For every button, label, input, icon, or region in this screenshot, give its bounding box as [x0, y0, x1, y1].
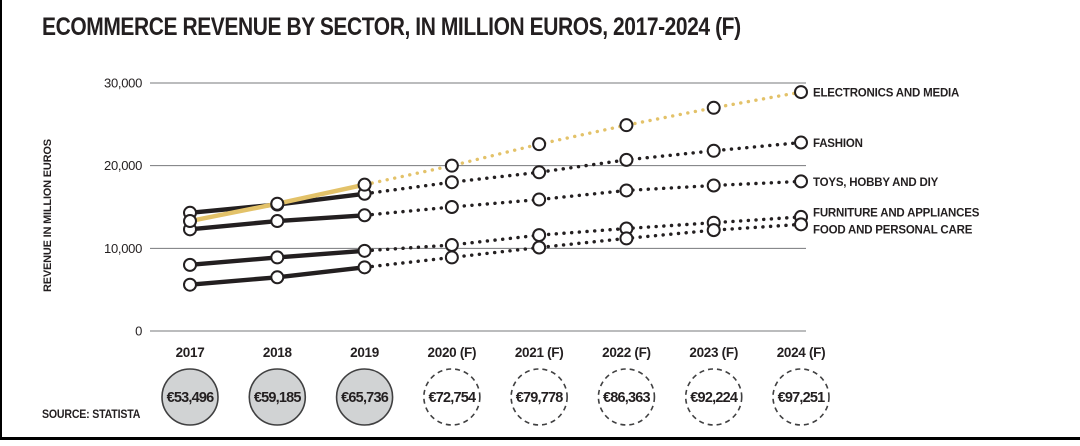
data-point-marker — [619, 231, 634, 246]
total-value-label: €86,363 — [603, 390, 651, 406]
data-point-marker — [270, 250, 285, 265]
total-circle-forecast — [772, 368, 830, 426]
year-label: 2019 — [350, 345, 379, 360]
series-line-forecast — [362, 222, 803, 270]
data-point-marker — [357, 208, 372, 223]
bottom-border-rule — [0, 437, 1080, 440]
data-point-marker — [794, 135, 808, 150]
source-note: SOURCE: STATISTA — [42, 409, 141, 421]
data-point-marker — [183, 277, 197, 292]
total-value-label: €92,224 — [690, 390, 738, 406]
total-circle-actual — [161, 368, 219, 426]
total-value-label: €53,496 — [167, 390, 215, 406]
data-point-marker — [444, 238, 459, 253]
y-tick-label: 30,000 — [104, 76, 142, 91]
data-point-marker — [444, 200, 459, 214]
year-label: 2021 (F) — [515, 345, 564, 360]
data-point-marker — [444, 250, 459, 265]
total-value-label: €97,251 — [778, 390, 826, 406]
data-point-marker — [357, 177, 372, 192]
data-point-marker — [444, 175, 459, 190]
data-point-marker — [794, 217, 808, 232]
total-circle-forecast — [423, 368, 481, 426]
year-label: 2022 (F) — [602, 345, 651, 360]
data-point-marker — [270, 214, 285, 229]
series-line-forecast — [362, 90, 803, 187]
total-value-label: €72,754 — [428, 390, 476, 406]
data-point-marker — [270, 196, 285, 211]
year-label: 2024 (F) — [777, 345, 826, 360]
y-tick-label: 0 — [135, 324, 142, 339]
y-tick-label: 20,000 — [104, 158, 142, 173]
series-line-forecast — [362, 140, 803, 196]
year-label: 2018 — [263, 345, 293, 360]
data-point-marker — [706, 143, 721, 158]
data-point-marker — [706, 178, 721, 193]
data-point-marker — [532, 137, 547, 152]
data-point-marker — [532, 165, 547, 180]
data-point-marker — [357, 243, 372, 258]
legend-label: TOYS, HOBBY AND DIY — [813, 177, 939, 189]
data-point-marker — [183, 257, 197, 272]
series-line-forecast — [362, 215, 803, 253]
total-circle-actual — [248, 368, 307, 426]
data-point-marker — [183, 214, 197, 229]
legend-label: ELECTRONICS AND MEDIA — [813, 88, 959, 100]
data-point-marker — [357, 260, 372, 275]
data-point-marker — [619, 118, 634, 133]
total-circle-forecast — [510, 368, 568, 426]
total-circle-forecast — [597, 368, 656, 426]
legend-label: FASHION — [813, 138, 863, 150]
data-point-marker — [706, 100, 721, 115]
year-label: 2020 (F) — [428, 345, 477, 360]
data-point-marker — [444, 158, 459, 173]
year-label: 2023 (F) — [689, 345, 738, 360]
legend-label: FURNITURE AND APPLIANCES — [813, 208, 980, 220]
data-point-marker — [794, 85, 808, 100]
data-point-marker — [532, 240, 547, 255]
total-value-label: €79,778 — [516, 390, 564, 406]
left-border-rule — [0, 0, 2, 438]
total-circle-actual — [335, 368, 394, 426]
chart-title: ECOMMERCE REVENUE BY SECTOR, IN MILLION … — [42, 13, 741, 41]
data-point-marker — [532, 192, 547, 207]
data-point-marker — [532, 228, 547, 243]
legend-label: FOOD AND PERSONAL CARE — [813, 225, 973, 237]
data-point-marker — [794, 174, 808, 189]
data-point-marker — [706, 223, 721, 238]
data-point-marker — [619, 152, 634, 167]
y-tick-label: 10,000 — [104, 241, 142, 256]
year-label: 2017 — [176, 345, 205, 360]
total-value-label: €59,185 — [254, 390, 302, 406]
total-value-label: €65,736 — [341, 390, 389, 406]
data-point-marker — [619, 183, 634, 198]
series-line-forecast — [362, 179, 803, 217]
total-circle-forecast — [684, 368, 743, 426]
data-point-marker — [270, 270, 285, 285]
